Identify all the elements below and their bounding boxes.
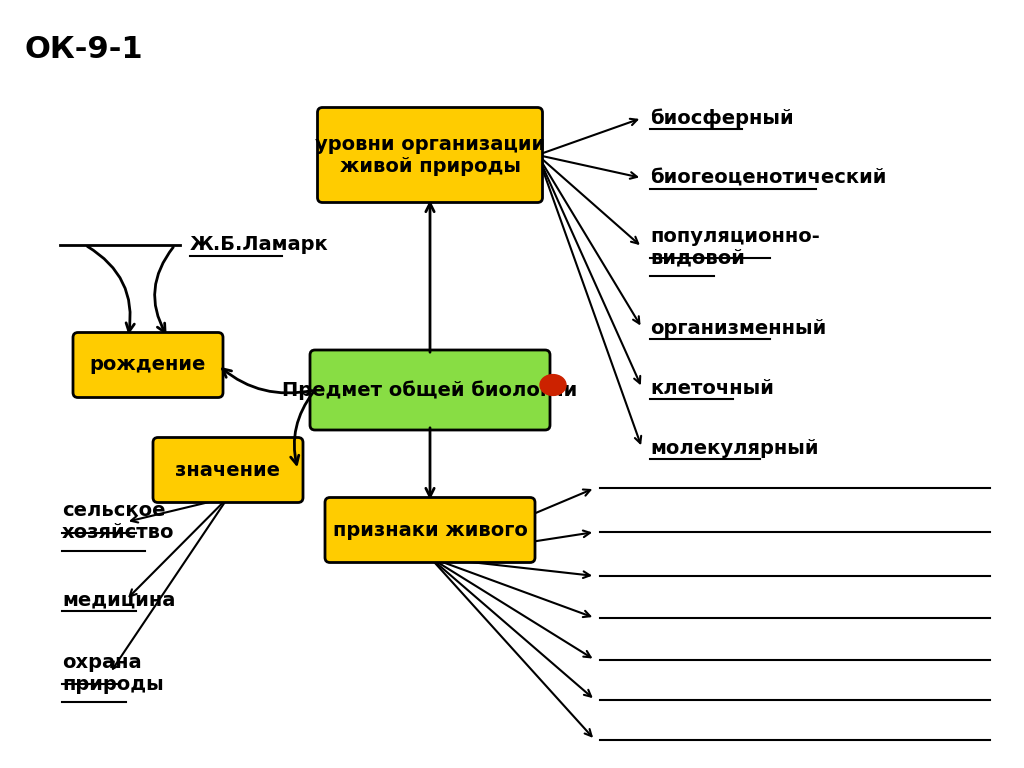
- Text: биогеоценотический: биогеоценотический: [650, 168, 887, 187]
- Text: молекулярный: молекулярный: [650, 439, 818, 458]
- Text: популяционно-
видовой: популяционно- видовой: [650, 227, 820, 267]
- FancyBboxPatch shape: [310, 350, 550, 430]
- Text: сельское
хозяйство: сельское хозяйство: [62, 502, 174, 542]
- Text: Предмет общей биологии: Предмет общей биологии: [283, 380, 578, 400]
- Text: медицина: медицина: [62, 591, 175, 610]
- FancyBboxPatch shape: [325, 498, 535, 562]
- Text: признаки живого: признаки живого: [333, 521, 527, 539]
- Text: ОК-9-1: ОК-9-1: [25, 35, 143, 64]
- FancyBboxPatch shape: [153, 438, 303, 502]
- FancyBboxPatch shape: [317, 108, 543, 203]
- Text: уровни организации
живой природы: уровни организации живой природы: [315, 134, 545, 176]
- Ellipse shape: [540, 375, 566, 396]
- Text: рождение: рождение: [90, 356, 206, 375]
- Text: организменный: организменный: [650, 319, 826, 337]
- Text: биосферный: биосферный: [650, 108, 794, 127]
- Text: охрана
природы: охрана природы: [62, 653, 164, 694]
- Text: клеточный: клеточный: [650, 379, 774, 398]
- FancyBboxPatch shape: [73, 333, 223, 398]
- Text: Ж.Б.Ламарк: Ж.Б.Ламарк: [190, 236, 329, 254]
- Text: значение: значение: [175, 461, 281, 479]
